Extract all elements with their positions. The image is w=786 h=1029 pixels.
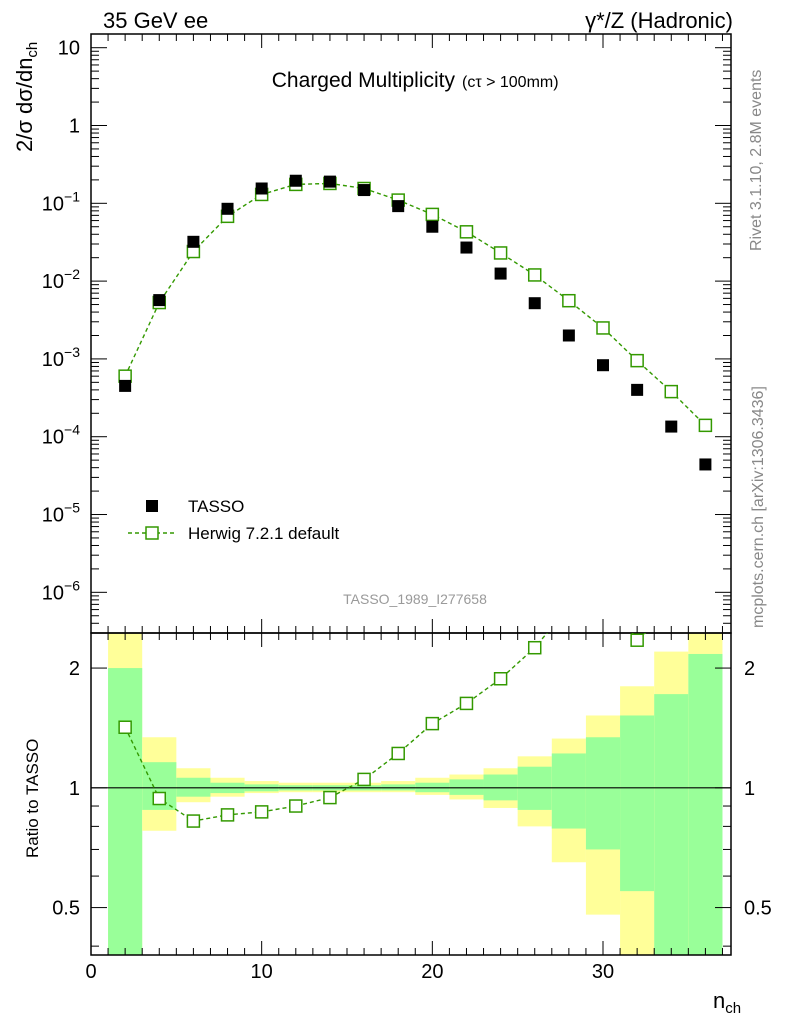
chart-title: Charged Multiplicity xyxy=(272,69,456,92)
main-series xyxy=(118,174,713,471)
mcplots-label: mcplots.cern.ch [arXiv:1306.3436] xyxy=(750,386,767,628)
herwig-ratio-point xyxy=(563,601,575,613)
herwig-point xyxy=(664,384,679,399)
main-y-axis-title: 2/σ dσ/dnch xyxy=(12,42,41,152)
legend-marker-tasso xyxy=(146,500,158,512)
tasso-point xyxy=(221,202,234,215)
x-tick-label: 10 xyxy=(251,961,273,983)
herwig-point xyxy=(562,293,576,308)
herwig-ratio-point xyxy=(391,746,405,761)
band-inner-bin xyxy=(176,777,211,797)
tasso-point xyxy=(528,297,541,310)
herwig-point xyxy=(596,321,610,335)
tasso-point xyxy=(153,294,166,307)
tasso-point xyxy=(323,175,336,188)
herwig-point xyxy=(425,207,440,222)
legend: TASSO Herwig 7.2.1 default xyxy=(128,497,339,543)
main-plot-frame xyxy=(90,33,732,634)
ratio-y-tick-labels: 0.5 0.5 1 1 2 2 xyxy=(52,658,772,920)
herwig-ratio-point xyxy=(665,604,677,616)
y-tick-label: 1 xyxy=(69,116,80,138)
y-tick-label: 1 xyxy=(69,778,80,800)
tasso-point xyxy=(460,241,473,254)
herwig-ratio-point xyxy=(425,716,440,731)
y-tick-label: 10−2 xyxy=(42,266,80,293)
band-inner-bin xyxy=(688,653,723,955)
x-tick-label: 0 xyxy=(85,961,96,983)
x-axis-title: nch xyxy=(713,988,741,1017)
legend-label-tasso: TASSO xyxy=(188,497,244,516)
tasso-point xyxy=(255,182,268,195)
herwig-ratio-point xyxy=(118,720,132,734)
band-inner-bin xyxy=(620,715,655,892)
y-tick-label: 10−5 xyxy=(42,500,80,527)
y-tick-label: 10−4 xyxy=(42,422,80,449)
herwig-ratio-point xyxy=(597,581,609,593)
tasso-point xyxy=(631,383,644,396)
chart-subtitle: (cτ > 100mm) xyxy=(462,74,559,91)
band-inner-bin xyxy=(108,668,143,955)
herwig-point xyxy=(493,246,508,260)
tasso-point xyxy=(392,200,405,213)
y-tick-label: 10−3 xyxy=(42,344,80,371)
y-tick-label-right: 2 xyxy=(744,658,755,680)
band-inner-bin xyxy=(654,694,689,955)
tasso-point xyxy=(665,420,678,433)
tasso-point xyxy=(289,174,302,187)
x-tick-labels: 0 10 20 30 xyxy=(85,961,614,983)
herwig-ratio-point xyxy=(186,814,201,828)
analysis-reference: TASSO_1989_I277658 xyxy=(343,591,487,607)
y-tick-label: 10−6 xyxy=(42,577,80,604)
y-tick-label: 10 xyxy=(58,38,80,60)
tasso-point xyxy=(358,184,371,197)
ratio-series xyxy=(118,581,711,828)
y-tick-label: 2 xyxy=(69,658,80,680)
herwig-ratio-point xyxy=(323,790,337,805)
band-inner-bin xyxy=(551,753,586,829)
tasso-point xyxy=(119,379,132,392)
herwig-ratio-point xyxy=(152,791,167,806)
header-right: γ*/Z (Hadronic) xyxy=(585,8,733,33)
tasso-point xyxy=(562,329,575,342)
tasso-point xyxy=(699,458,712,471)
herwig-point xyxy=(630,353,644,368)
herwig-ratio-point xyxy=(493,672,508,686)
band-inner-bin xyxy=(449,779,484,795)
herwig-ratio-point xyxy=(630,633,644,647)
tasso-point xyxy=(597,359,609,372)
main-y-tick-labels: 10−6 10−5 10−4 10−3 10−2 10−1 1 10 xyxy=(42,38,80,605)
herwig-ratio-point xyxy=(357,772,371,787)
y-tick-label-right: 0.5 xyxy=(744,898,772,920)
herwig-ratio-point xyxy=(699,581,711,593)
tasso-point xyxy=(187,235,200,248)
herwig-ratio-point xyxy=(254,805,269,819)
herwig-line xyxy=(124,182,706,426)
ratio-y-axis-title: Ratio to TASSO xyxy=(23,739,42,858)
y-tick-label: 0.5 xyxy=(52,898,80,920)
x-tick-label: 20 xyxy=(421,961,443,983)
herwig-ratio-point xyxy=(220,808,235,822)
band-inner-bin xyxy=(585,737,621,850)
herwig-point xyxy=(459,225,474,239)
herwig-ratio-point xyxy=(289,799,303,813)
tasso-point xyxy=(426,220,439,233)
herwig-point xyxy=(527,268,542,282)
herwig-ratio-point xyxy=(459,696,474,711)
main-ticks xyxy=(90,34,731,634)
y-tick-label: 10−1 xyxy=(42,188,80,215)
tasso-point xyxy=(494,267,507,280)
ratio-plot-frame xyxy=(90,632,732,956)
header-left: 35 GeV ee xyxy=(103,8,208,33)
uncertainty-bands xyxy=(108,633,723,955)
herwig-point xyxy=(698,418,713,433)
legend-label-herwig: Herwig 7.2.1 default xyxy=(188,524,339,543)
legend-marker-herwig xyxy=(145,526,159,540)
herwig-ratio-point xyxy=(527,640,542,655)
x-tick-label: 30 xyxy=(592,961,614,983)
y-tick-label-right: 1 xyxy=(744,778,755,800)
rivet-label: Rivet 3.1.10, 2.8M events xyxy=(748,70,765,251)
